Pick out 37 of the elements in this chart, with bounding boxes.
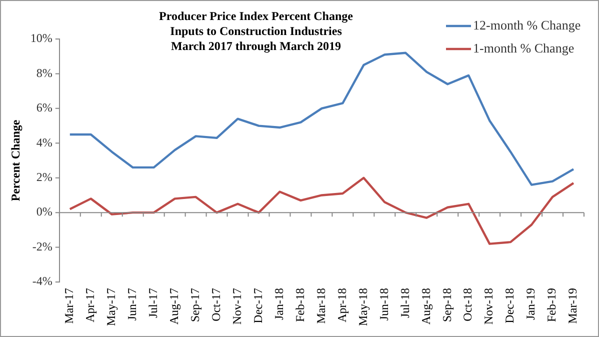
x-tick-label: Mar-17 <box>62 288 76 324</box>
x-tick-label: Feb-19 <box>544 288 559 322</box>
y-tick-label: 6% <box>36 100 52 115</box>
chart-title: Producer Price Index Percent Change Inputs to Construction Industries March 2017 through March 2019 <box>159 9 354 54</box>
x-tick-label: Aug-17 <box>166 288 181 325</box>
legend-label: 1-month % Change <box>473 40 574 56</box>
x-tick-label: Feb-18 <box>292 288 307 322</box>
y-tick-label: 10% <box>30 31 52 46</box>
x-tick-label: Dec-17 <box>250 288 265 324</box>
x-tick-label: Jun-18 <box>376 288 391 321</box>
y-tick-label: -2% <box>32 239 52 254</box>
x-tick-label: May-18 <box>356 288 370 326</box>
x-tick-label: Jul-18 <box>398 288 412 318</box>
y-tick-label: -4% <box>32 274 52 288</box>
x-tick-label: Sep-17 <box>188 288 202 322</box>
x-tick-label: Jan-18 <box>272 288 286 320</box>
x-tick-label: Aug-18 <box>418 288 433 325</box>
x-tick-label: Jan-19 <box>524 288 538 320</box>
y-tick-label: 2% <box>36 170 52 184</box>
y-tick-label: 8% <box>36 66 52 80</box>
x-tick-label: Jul-17 <box>146 288 160 318</box>
x-tick-label: Apr-17 <box>83 288 98 322</box>
y-tick-label: 0% <box>36 204 52 219</box>
legend-label: 12-month % Change <box>473 17 581 32</box>
y-tick-label: 4% <box>36 135 52 150</box>
x-tick-label: Jun-17 <box>124 288 139 321</box>
x-tick-label: Mar-19 <box>566 288 580 324</box>
y-axis-title: Percent Change <box>8 119 22 202</box>
x-tick-label: Apr-18 <box>334 288 349 322</box>
x-tick-label: May-17 <box>104 288 118 326</box>
x-tick-label: Nov-18 <box>482 288 496 325</box>
x-tick-label: Mar-18 <box>314 288 328 324</box>
x-tick-label: Oct-17 <box>208 288 223 322</box>
x-tick-label: Sep-18 <box>440 288 454 322</box>
x-tick-label: Oct-18 <box>460 288 475 322</box>
x-tick-label: Dec-18 <box>502 288 517 324</box>
x-tick-label: Nov-17 <box>230 288 244 325</box>
